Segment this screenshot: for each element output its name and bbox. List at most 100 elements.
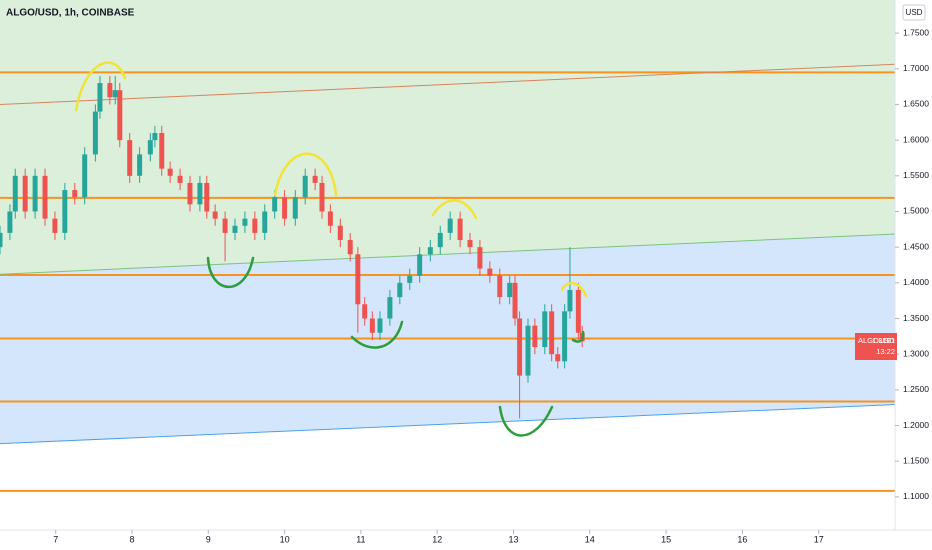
candle-body <box>549 311 555 355</box>
y-tick-label: 1.6500 <box>903 99 929 109</box>
countdown: 13:22 <box>876 347 895 356</box>
y-tick-label: 1.7000 <box>903 63 929 73</box>
trough-curve <box>571 330 585 343</box>
x-tick-label: 9 <box>206 534 211 544</box>
candle-body <box>302 175 308 198</box>
candle-body <box>575 289 581 333</box>
y-tick-label: 1.3000 <box>903 348 929 358</box>
candle-body <box>147 140 153 155</box>
candle-body <box>542 311 548 348</box>
candle-body <box>337 225 343 241</box>
x-axis-bg <box>0 531 932 550</box>
candle-body <box>387 297 393 319</box>
drawings <box>74 61 588 437</box>
candle-body <box>159 132 165 169</box>
candle-body <box>457 218 463 241</box>
candle-body <box>532 325 538 348</box>
price-symbol: ALGOUSD <box>858 336 895 345</box>
trend-line <box>0 403 896 445</box>
candle-body <box>369 318 375 333</box>
candle-body <box>204 182 210 212</box>
axes: 1.7500 1.7000 1.6500 1.6000 1.5500 1.5000 1.45… <box>53 27 929 544</box>
trend-line <box>0 63 896 105</box>
y-tick-label: 1.4000 <box>903 277 929 287</box>
y-tick-label: 1.5000 <box>903 206 929 216</box>
y-tick-label: 1.2500 <box>903 384 929 394</box>
candle-body <box>92 111 98 155</box>
candle-body <box>0 232 3 248</box>
candle-body <box>427 247 433 255</box>
candle-body <box>152 132 158 141</box>
candle-body <box>197 182 203 205</box>
candle-body <box>447 218 453 233</box>
candle-body <box>52 218 58 233</box>
y-tick-label: 1.3500 <box>903 313 929 323</box>
candle-body <box>355 254 361 305</box>
candle-body <box>555 354 561 362</box>
candle-body <box>232 225 238 233</box>
candle-body <box>397 282 403 298</box>
currency-box[interactable] <box>902 4 926 21</box>
trough-curve <box>350 320 404 349</box>
price-label-box <box>855 333 897 360</box>
chart-title: ALGO/USD, 1h, COINBASE <box>6 8 135 19</box>
x-tick-label: 13 <box>508 534 518 544</box>
candle-body <box>292 197 298 219</box>
peak-curve <box>431 199 478 220</box>
x-tick-label: 16 <box>737 534 747 544</box>
x-tick-label: 10 <box>280 534 290 544</box>
candle-body <box>487 268 493 276</box>
y-tick-label: 1.1000 <box>903 491 929 501</box>
y-tick-label: 1.7500 <box>903 27 929 37</box>
peak-curve <box>560 282 588 298</box>
candle-body <box>112 90 118 98</box>
candle-body <box>252 218 258 233</box>
candle-body <box>127 140 133 176</box>
candle-body <box>97 83 103 112</box>
zone <box>0 0 895 275</box>
candle-body <box>562 311 568 362</box>
x-tick-label: 11 <box>356 534 365 544</box>
candle-body <box>222 218 228 233</box>
candle-body <box>32 175 38 212</box>
candle-body <box>477 247 483 269</box>
y-tick-label: 1.1500 <box>903 455 929 465</box>
candle-body <box>22 175 28 212</box>
candle-body <box>187 182 193 205</box>
x-tick-label: 7 <box>53 534 58 544</box>
candle-body <box>362 304 368 319</box>
candles <box>0 75 585 419</box>
y-tick-label: 1.2000 <box>903 420 929 430</box>
candle-body <box>72 190 78 198</box>
peak-curve <box>273 152 338 197</box>
candle-body <box>242 218 248 226</box>
candle-body <box>312 175 318 183</box>
candle-body <box>347 240 353 255</box>
candle-body <box>62 190 68 233</box>
y-tick-label: 1.6000 <box>903 134 929 144</box>
candle-body <box>507 282 513 298</box>
candle-body <box>567 289 573 312</box>
candle-body <box>12 175 18 212</box>
y-tick-label: 1.4500 <box>903 241 929 251</box>
candle-body <box>107 83 113 98</box>
candle-body <box>137 154 143 176</box>
currency: USD <box>906 8 923 17</box>
candle-body <box>417 254 423 276</box>
trend-line <box>0 233 896 275</box>
x-tick-label: 14 <box>585 534 595 544</box>
candle-body <box>319 182 325 212</box>
zones <box>0 0 895 444</box>
candle-body <box>282 197 288 219</box>
candle-body <box>7 211 13 233</box>
candle-body <box>512 282 518 319</box>
candle-body <box>525 325 531 376</box>
lines <box>0 63 896 492</box>
candle-body <box>117 90 123 141</box>
candle-body <box>327 211 333 226</box>
candle-body <box>42 175 48 219</box>
x-tick-label: 15 <box>661 534 671 544</box>
peak-curve <box>74 61 127 112</box>
